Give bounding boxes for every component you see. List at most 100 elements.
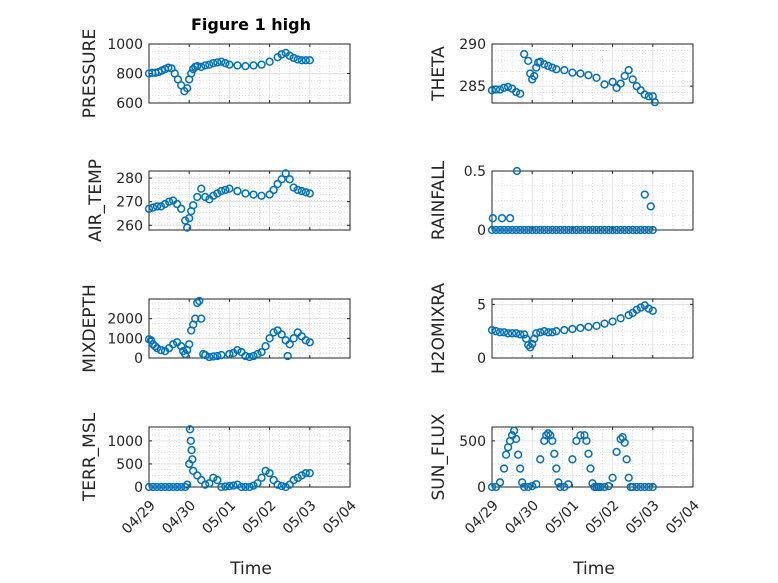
- data-point-sun_flux: [515, 464, 525, 473]
- data-point-sun_flux: [511, 434, 521, 444]
- data-point-rainfall: [564, 225, 573, 235]
- data-point-terr_msl: [160, 482, 170, 492]
- data-point-h2omixra: [487, 325, 497, 335]
- data-point-pressure: [257, 60, 266, 69]
- data-point-air_temp: [285, 175, 294, 184]
- data-point-sun_flux: [612, 447, 621, 457]
- data-point-theta: [530, 71, 539, 81]
- data-point-mixdepth: [241, 351, 250, 361]
- data-point-sun_flux: [608, 473, 617, 482]
- data-point-theta: [650, 98, 659, 107]
- y-axis-label-pressure: PRESSURE: [80, 29, 100, 118]
- data-point-rainfall: [572, 225, 581, 235]
- data-point-air_temp: [177, 204, 186, 213]
- data-point-h2omixra: [560, 325, 569, 335]
- data-point-terr_msl: [261, 466, 270, 475]
- data-point-rainfall: [512, 166, 522, 176]
- data-point-theta: [495, 85, 505, 94]
- data-point-air_temp: [281, 169, 290, 178]
- data-point-sun_flux: [532, 480, 541, 489]
- y-tick-label: 1000: [107, 434, 143, 450]
- data-point-terr_msl: [241, 482, 250, 492]
- data-point-terr_msl: [269, 475, 278, 485]
- data-point-air_temp: [193, 192, 202, 202]
- data-point-rainfall: [515, 225, 525, 235]
- data-point-rainfall: [616, 225, 625, 235]
- data-point-rainfall: [532, 225, 541, 235]
- data-point-terr_msl: [265, 469, 274, 478]
- data-point-rainfall: [628, 225, 637, 235]
- data-point-rainfall: [552, 225, 561, 235]
- data-point-h2omixra: [520, 330, 529, 339]
- data-point-theta: [592, 73, 601, 82]
- data-point-rainfall: [556, 225, 565, 235]
- data-point-air_temp: [241, 189, 250, 198]
- data-point-air_temp: [213, 189, 222, 198]
- data-point-rainfall: [580, 225, 589, 235]
- data-point-rainfall: [507, 225, 517, 235]
- data-point-air_temp: [221, 185, 230, 195]
- data-point-sun_flux: [596, 482, 605, 492]
- data-point-rainfall: [495, 225, 505, 235]
- data-point-air_temp: [273, 179, 282, 189]
- data-point-mixdepth: [195, 296, 204, 306]
- data-point-rainfall: [540, 225, 549, 235]
- data-point-pressure: [183, 84, 192, 93]
- data-point-rainfall: [503, 225, 513, 235]
- y-tick-label: 0: [477, 480, 486, 496]
- y-axis-label-sun_flux: SUN_FLUX: [429, 413, 449, 500]
- data-point-rainfall: [596, 225, 605, 235]
- y-tick-label: 800: [116, 67, 143, 83]
- data-point-sun_flux: [499, 464, 509, 473]
- data-point-h2omixra: [515, 330, 525, 339]
- data-point-pressure: [221, 59, 230, 68]
- subplot-sun_flux: 0 500 SUN_FLUX 04/29 04/30 05/01 05/02 05/03 05/…: [429, 413, 703, 537]
- data-point-pressure: [205, 60, 214, 69]
- data-point-terr_msl: [301, 469, 310, 478]
- data-point-terr_msl: [305, 469, 314, 478]
- data-point-air_temp: [152, 202, 162, 211]
- data-point-mixdepth: [213, 351, 222, 361]
- data-point-rainfall: [646, 202, 655, 211]
- data-point-air_temp: [209, 191, 218, 200]
- data-point-h2omixra: [503, 329, 513, 338]
- data-point-theta: [616, 79, 625, 88]
- data-point-air_temp: [289, 183, 298, 192]
- y-tick-label: 500: [116, 457, 143, 473]
- data-point-pressure: [217, 57, 226, 66]
- data-point-sun_flux: [556, 482, 565, 492]
- data-point-sun_flux: [550, 449, 559, 458]
- data-point-rainfall: [576, 225, 585, 235]
- data-point-rainfall: [640, 225, 649, 235]
- data-point-mixdepth: [261, 342, 270, 351]
- data-point-mixdepth: [197, 314, 206, 323]
- data-point-h2omixra: [552, 327, 561, 336]
- y-tick-label: 600: [116, 96, 143, 112]
- data-point-h2omixra: [530, 334, 539, 343]
- data-point-rainfall: [488, 214, 497, 223]
- subplot-theta: 285 290 THETA: [429, 37, 694, 107]
- data-point-sun_flux: [628, 482, 637, 492]
- data-point-rainfall: [505, 214, 515, 223]
- data-point-h2omixra: [576, 323, 585, 333]
- y-tick-label: 260: [116, 218, 143, 234]
- data-point-pressure: [249, 61, 258, 70]
- x-tick-label: 04/29: [462, 498, 502, 538]
- data-point-sun_flux: [509, 426, 519, 435]
- data-point-terr_msl: [188, 455, 197, 464]
- data-point-rainfall: [588, 225, 597, 235]
- data-point-terr_msl: [289, 475, 298, 485]
- data-point-sun_flux: [548, 436, 557, 445]
- y-axis-label-mixdepth: MIXDEPTH: [80, 284, 100, 373]
- data-point-h2omixra: [632, 305, 641, 314]
- data-point-air_temp: [183, 223, 192, 232]
- data-point-sun_flux: [600, 482, 609, 492]
- data-point-sun_flux: [648, 482, 657, 492]
- data-point-theta: [520, 49, 529, 59]
- data-point-mixdepth: [217, 350, 226, 360]
- data-point-terr_msl: [257, 473, 266, 482]
- data-point-mixdepth: [301, 336, 310, 345]
- data-point-terr_msl: [152, 482, 162, 492]
- data-point-air_temp: [148, 203, 158, 212]
